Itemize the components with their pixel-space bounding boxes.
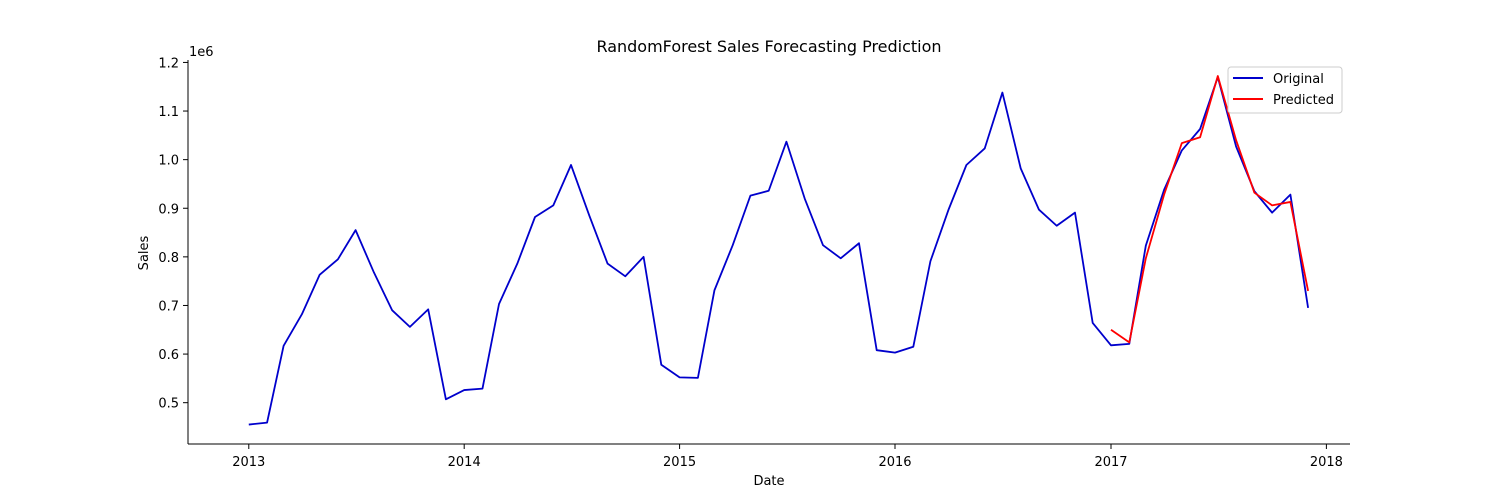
y-axis-label: Sales <box>137 235 152 270</box>
series-line-predicted <box>1110 75 1309 344</box>
y-tick-label: 0.6 <box>158 348 179 363</box>
series-line-original <box>248 76 1309 426</box>
x-tick-label: 2017 <box>1094 455 1127 470</box>
legend-label-predicted: Predicted <box>1273 93 1334 108</box>
y-tick-label: 0.9 <box>158 202 179 217</box>
x-tick-label: 2015 <box>663 455 696 470</box>
legend-label-original: Original <box>1273 72 1324 87</box>
y-tick-label: 1.1 <box>158 105 179 120</box>
x-axis-ticks: 2013 2014 2015 2016 2017 2018 <box>232 444 1343 470</box>
x-tick-label: 2016 <box>878 455 911 470</box>
x-tick-label: 2014 <box>448 455 481 470</box>
y-tick-label: 0.7 <box>158 299 179 314</box>
x-tick-label: 2018 <box>1310 455 1343 470</box>
x-tick-label: 2013 <box>232 455 265 470</box>
legend: Original Predicted <box>1227 66 1343 114</box>
y-axis-offset-label: 1e6 <box>189 45 214 60</box>
plot-series <box>248 75 1309 426</box>
y-tick-label: 1.0 <box>158 154 179 169</box>
y-tick-label: 0.8 <box>158 251 179 266</box>
y-axis-ticks: 0.5 0.6 0.7 0.8 0.9 1.0 1.1 1.2 <box>158 56 188 412</box>
y-tick-label: 1.2 <box>158 56 179 71</box>
x-axis-label: Date <box>753 474 784 489</box>
chart-title: RandomForest Sales Forecasting Predictio… <box>596 37 941 56</box>
y-tick-label: 0.5 <box>158 397 179 412</box>
